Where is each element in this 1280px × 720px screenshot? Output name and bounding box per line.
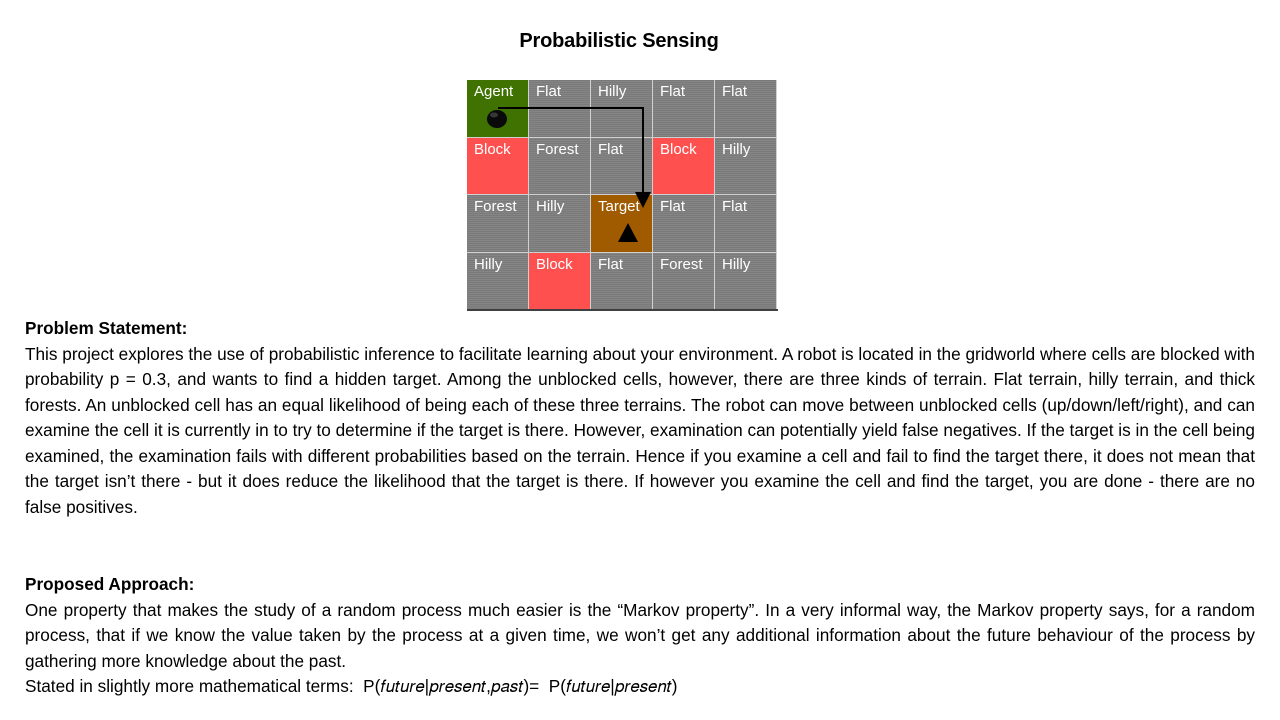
grid-bottom-border	[467, 309, 778, 311]
grid-cell-terrain: Hilly	[529, 195, 591, 253]
grid-cell-block: Block	[467, 137, 529, 195]
grid-cell-block: Block	[653, 137, 715, 195]
grid-cell-terrain: Hilly	[715, 137, 777, 195]
path-overlay	[487, 107, 651, 242]
problem-body: This project explores the use of probabi…	[25, 343, 1255, 517]
agent-marker	[487, 110, 507, 128]
grid-cell-terrain: Forest	[529, 137, 591, 195]
approach-body: One property that makes the study of a r…	[25, 599, 1255, 671]
grid-cell-terrain: Forest	[653, 252, 715, 310]
grid-cell-terrain: Flat	[591, 252, 653, 310]
formula-rhs: P(𝑓𝑢𝑡𝑢𝑟𝑒|𝑝𝑟𝑒𝑠𝑒𝑛𝑡)	[548, 676, 678, 696]
approach-heading: Proposed Approach:	[25, 574, 195, 594]
target-marker	[618, 223, 638, 242]
formula-intro: Stated in slightly more mathematical ter…	[25, 676, 354, 696]
slide-title: Probabilistic Sensing	[519, 30, 719, 52]
formula-lhs: P(𝑓𝑢𝑡𝑢𝑟𝑒|𝑝𝑟𝑒𝑠𝑒𝑛𝑡,𝑝𝑎𝑠𝑡)=	[363, 676, 540, 696]
grid-cell-terrain: Forest	[467, 195, 529, 253]
proposed-approach: Proposed Approach: One property that mak…	[25, 572, 1255, 700]
problem-statement: Problem Statement: This project explores…	[25, 316, 1255, 520]
grid-cell-terrain: Flat	[715, 80, 777, 138]
grid-cell-terrain: Flat	[653, 195, 715, 253]
formula-line: Stated in slightly more mathematical ter…	[25, 674, 1255, 700]
gridworld: Agent Flat Hilly Flat Flat Block Forest Flat Blo…	[467, 80, 777, 311]
grid-cell-terrain: Hilly	[715, 252, 777, 310]
grid-cell-terrain: Flat	[715, 195, 777, 253]
grid-cell-block: Block	[529, 252, 591, 310]
problem-heading: Problem Statement:	[25, 318, 188, 338]
agent-path-arrow	[498, 107, 651, 208]
grid-cell-terrain: Flat	[653, 80, 715, 138]
